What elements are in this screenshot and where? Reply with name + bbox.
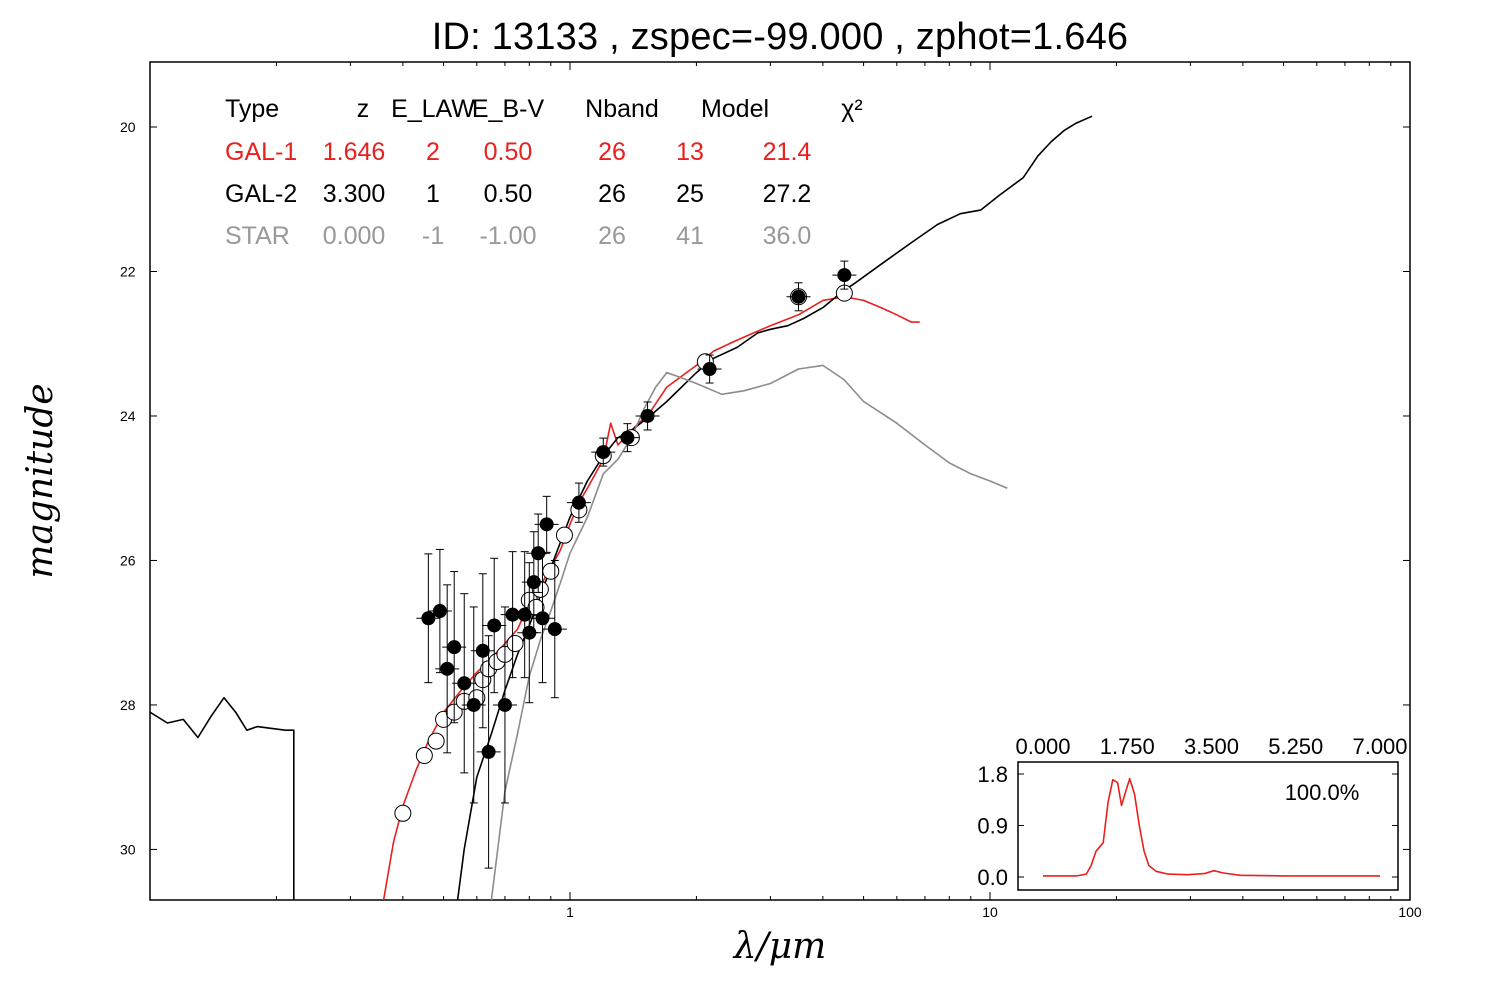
inset-ticks: 0.000 1.750 3.500 5.250 7.000 0.0 0.9 1.8 [977,734,1407,890]
x-tick-label: 100 [1398,904,1422,920]
x-tick-label: 10 [982,904,998,920]
fit-table-cell-nband: 26 [598,222,626,250]
observed-point [487,618,502,633]
axis-ticks: 20 22 24 26 28 30 1 10 100 [120,62,1422,920]
observed-point [440,661,455,676]
observed-point [640,408,655,423]
fit-table-header: Type [225,95,279,123]
observed-point [526,575,541,590]
pdz-curve [1043,777,1380,877]
inset-x-tick-label: 1.750 [1100,734,1155,759]
plot-frame [149,61,1411,901]
observed-point [497,697,512,712]
observed-point [531,546,546,561]
observed-point [596,445,611,460]
fit-table-header: E_LAW [391,95,475,123]
observed-point [447,640,462,655]
observed-point [517,607,532,622]
inset-x-tick-label: 3.500 [1184,734,1239,759]
model-point [506,635,524,653]
observed-point [481,744,496,759]
y-axis-label: magnitude [20,383,61,578]
observed-point [791,289,806,304]
fit-table-cell-chi2: 36.0 [763,222,812,250]
y-tick-label: 28 [120,697,136,713]
y-tick-label: 20 [120,119,136,135]
observed-point [620,430,635,445]
fit-table-cell-ebv: 0.50 [484,180,533,208]
inset-y-tick-label: 0.9 [977,814,1008,839]
y-tick-label: 24 [120,408,136,424]
fit-table-cell-z: 1.646 [323,138,386,166]
model-curve-1 [150,696,295,900]
fit-table-cell-chi2: 27.2 [763,180,812,208]
y-tick-label: 26 [120,552,136,568]
x-axis-label: λ/μm [732,926,826,967]
fit-table-header: Nband [585,95,659,123]
model-point [394,804,412,822]
fit-table-cell-elaw: 1 [426,180,440,208]
observed-point [466,697,481,712]
observed-point [837,268,852,283]
fit-table-cell-type: GAL-2 [225,180,297,208]
fit-table-header: χ² [841,95,862,123]
inset-annotation: 100.0% [1285,780,1360,805]
pdz-inset: 0.000 1.750 3.500 5.250 7.000 0.0 0.9 1.8 100.0… [977,734,1408,891]
fit-table-cell-z: 3.300 [323,180,386,208]
observed-point [522,625,537,640]
fit-table-cell-nband: 26 [598,180,626,208]
x-tick-label: 1 [566,904,574,920]
observed-point [547,622,562,637]
fit-table-header: Model [701,95,769,123]
fit-table-cell-elaw: -1 [422,222,444,250]
inset-y-tick-label: 0.0 [977,865,1008,890]
inset-x-tick-label: 5.250 [1268,734,1323,759]
inset-x-tick-label: 0.000 [1015,734,1070,759]
fit-table-cell-chi2: 21.4 [763,138,812,166]
fit-table-cell-ebv: 0.50 [484,138,533,166]
observed-point [505,607,520,622]
photometry-points [394,260,857,869]
observed-point [432,604,447,619]
inset-y-tick-label: 1.8 [977,762,1008,787]
model-point [555,526,573,544]
model-point [527,598,545,616]
inset-frame [1017,761,1399,891]
model-point [427,732,445,750]
fit-table-cell-type: STAR [225,222,290,250]
fit-table-header: E_B-V [472,95,545,123]
fit-table-header: z [357,95,370,123]
model-curve-3 [490,364,1008,900]
fit-table-cell-model: 41 [676,222,704,250]
model-point [542,562,560,580]
fit-table-cell-z: 0.000 [323,222,386,250]
observed-point [571,495,586,510]
inset-x-tick-label: 7.000 [1352,734,1407,759]
observed-point [535,611,550,626]
fit-table-cell-model: 25 [676,180,704,208]
observed-point [457,676,472,691]
observed-point [421,611,436,626]
y-tick-label: 30 [120,841,136,857]
observed-point [539,517,554,532]
chart-title: ID: 13133 , zspec=-99.000 , zphot=1.646 [431,16,1129,58]
model-curve-0 [382,296,920,900]
fit-table-cell-model: 13 [676,138,704,166]
model-point [415,747,433,765]
inset-curve [1043,777,1380,877]
observed-point [475,643,490,658]
fit-table-cell-nband: 26 [598,138,626,166]
observed-point [702,362,717,377]
fit-table-cell-elaw: 2 [426,138,440,166]
y-tick-label: 22 [120,264,136,280]
fit-table-cell-ebv: -1.00 [480,222,537,250]
fit-table-cell-type: GAL-1 [225,138,297,166]
